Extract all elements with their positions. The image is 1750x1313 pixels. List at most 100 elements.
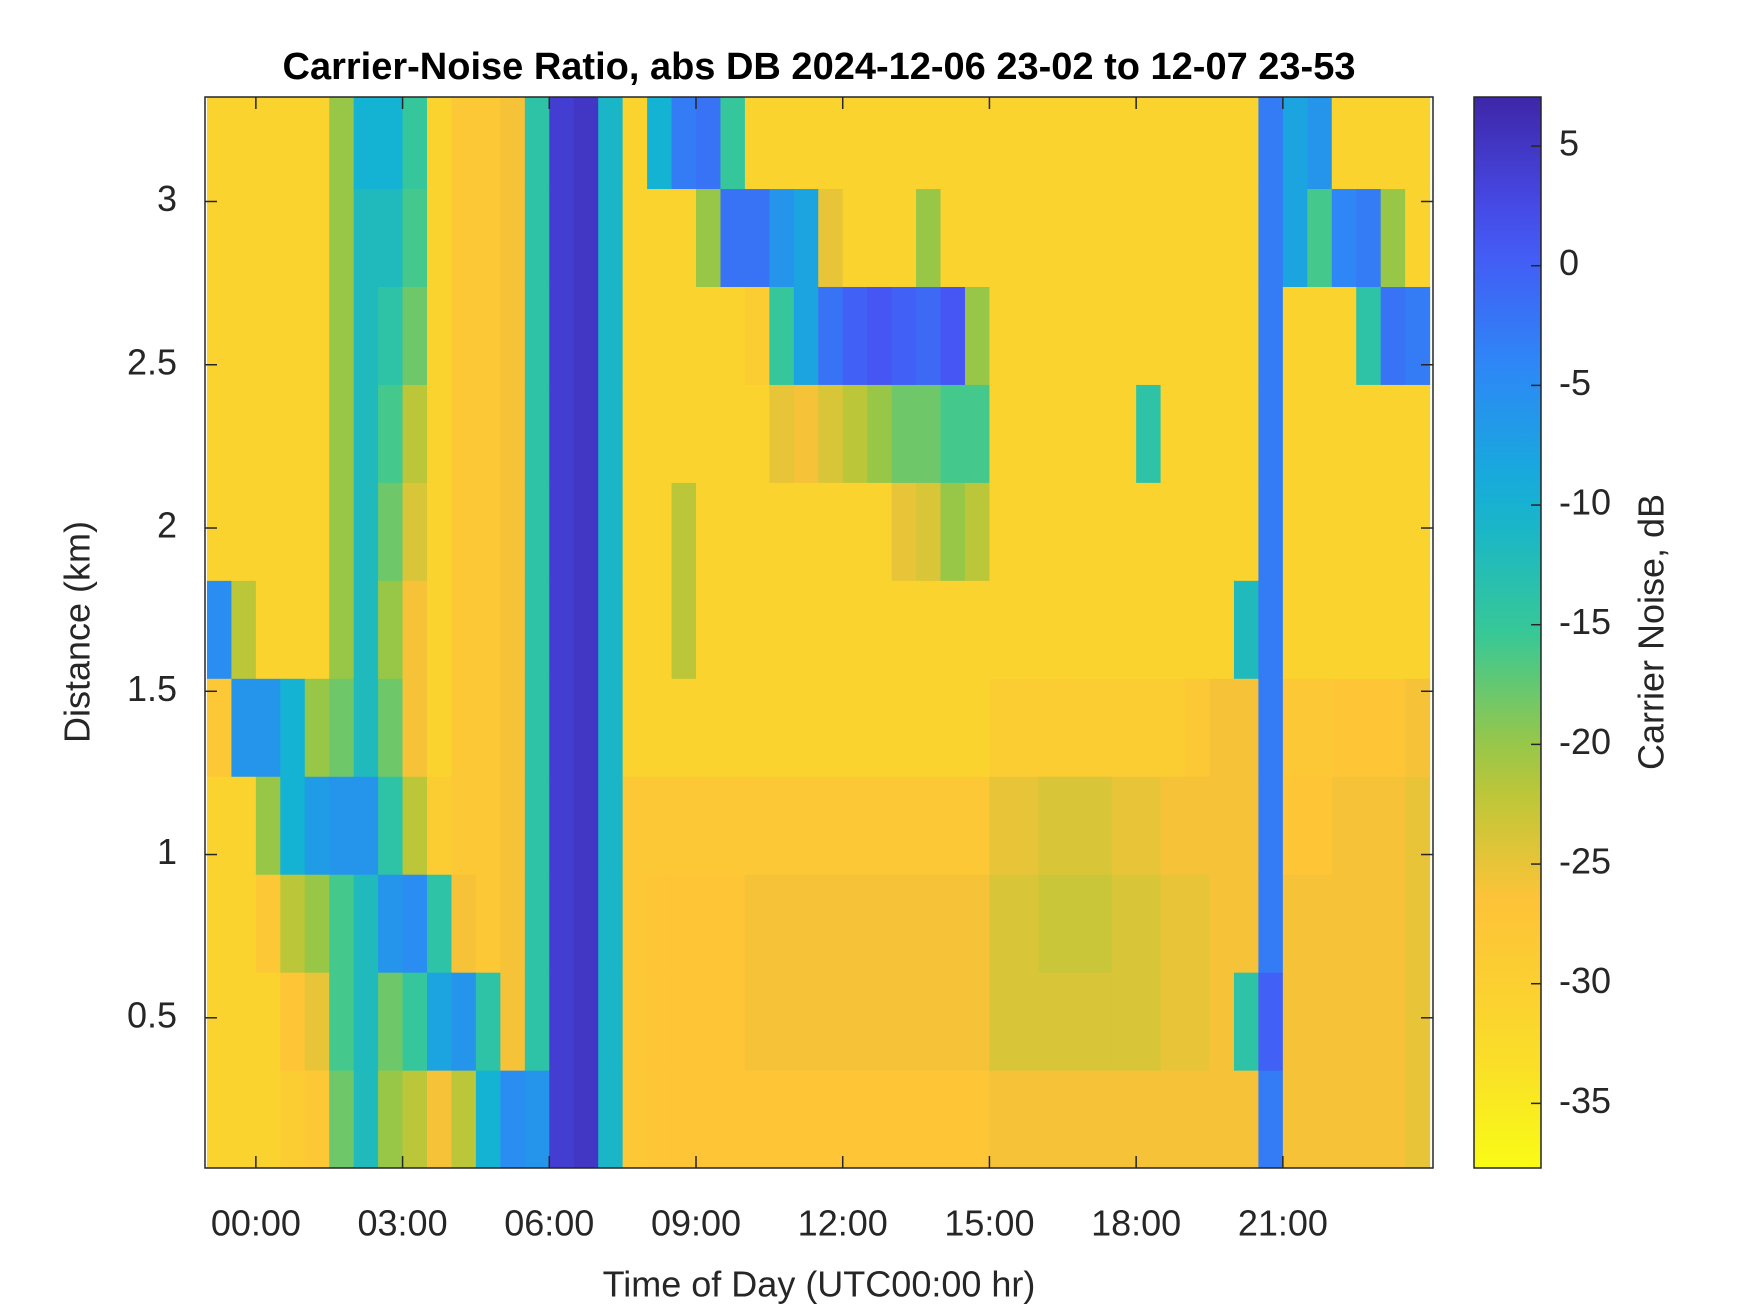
heatmap-cell [1087, 874, 1113, 973]
heatmap-cell [1209, 482, 1235, 581]
heatmap-cell [231, 874, 257, 973]
heatmap-cell [255, 580, 281, 679]
heatmap-cell [867, 678, 893, 777]
heatmap-cell [1038, 384, 1064, 483]
heatmap-cell [1405, 188, 1431, 287]
heatmap-cell [1331, 972, 1357, 1071]
heatmap-cell [304, 678, 330, 777]
heatmap-cell [427, 482, 453, 581]
heatmap-cell [818, 482, 844, 581]
heatmap-cell [1282, 580, 1308, 679]
heatmap-cell [378, 776, 404, 875]
heatmap-cell [720, 972, 746, 1071]
x-tick-label: 12:00 [798, 1203, 888, 1244]
heatmap-cell [1062, 384, 1088, 483]
heatmap-cell [1062, 580, 1088, 679]
heatmap-cell [549, 776, 575, 875]
heatmap-cell [353, 188, 379, 287]
heatmap-cell [304, 97, 330, 190]
heatmap-cell [1233, 482, 1260, 581]
colorbar-tick-label: -15 [1559, 601, 1611, 642]
heatmap-cell [500, 776, 526, 875]
heatmap-cell [647, 776, 673, 875]
heatmap-cell [891, 482, 917, 581]
heatmap-cell [549, 1070, 575, 1168]
heatmap-cell [671, 482, 697, 581]
heatmap-cell [891, 580, 917, 679]
heatmap-cell [940, 580, 966, 679]
heatmap-cell [206, 97, 233, 190]
heatmap-cell [1258, 1070, 1284, 1168]
heatmap-cell [964, 97, 991, 190]
heatmap-cell [671, 776, 697, 875]
heatmap-cell [1356, 678, 1382, 777]
heatmap-cell [1013, 678, 1039, 777]
heatmap-cell [475, 580, 501, 679]
heatmap-cell [1038, 286, 1064, 385]
heatmap-cell [1258, 874, 1284, 973]
heatmap-cell [231, 286, 257, 385]
heatmap-cell [329, 972, 355, 1071]
heatmap-cell [793, 188, 819, 287]
heatmap-cell [329, 188, 355, 287]
heatmap-cell [989, 97, 1015, 190]
heatmap-cell [1013, 97, 1039, 190]
heatmap-cell [1405, 1070, 1431, 1168]
heatmap-cell [451, 97, 477, 190]
heatmap-cell [964, 188, 991, 287]
x-tick-label: 18:00 [1091, 1203, 1181, 1244]
heatmap-cell [475, 97, 501, 190]
heatmap-cell [1233, 580, 1260, 679]
heatmap-cell [1185, 972, 1211, 1071]
heatmap-cell [475, 482, 501, 581]
heatmap-cell [573, 678, 599, 777]
heatmap-cell [304, 776, 330, 875]
heatmap-cell [916, 776, 942, 875]
heatmap-cell [671, 384, 697, 483]
heatmap-cell [793, 286, 819, 385]
heatmap-cell [353, 384, 379, 483]
heatmap-cell [647, 678, 673, 777]
heatmap-cell [231, 97, 257, 190]
heatmap-cell [1087, 482, 1113, 581]
heatmap-cell [1356, 482, 1382, 581]
heatmap-cell [1013, 972, 1039, 1071]
heatmap-cell [622, 188, 648, 287]
heatmap-cell [647, 482, 673, 581]
heatmap-cell [206, 188, 233, 287]
heatmap-cell [549, 482, 575, 581]
heatmap-cell [842, 384, 868, 483]
x-tick-label: 00:00 [211, 1203, 301, 1244]
heatmap-cell [647, 286, 673, 385]
heatmap-cell [1111, 580, 1137, 679]
heatmap-cell [500, 97, 526, 190]
heatmap-cell [622, 678, 648, 777]
heatmap-cell [769, 1070, 795, 1168]
heatmap-cell [622, 97, 648, 190]
heatmap-cell [231, 1070, 257, 1168]
heatmap-cell [647, 874, 673, 973]
heatmap-cell [427, 874, 453, 973]
heatmap-cell [1087, 776, 1113, 875]
heatmap-cell [402, 776, 428, 875]
heatmap-cell [304, 580, 330, 679]
heatmap-cell [1062, 286, 1088, 385]
heatmap-cell [1087, 678, 1113, 777]
heatmap-cell [329, 1070, 355, 1168]
heatmap-cell [280, 874, 306, 973]
heatmap-cell [206, 678, 233, 777]
x-tick-label: 03:00 [358, 1203, 448, 1244]
heatmap-cell [353, 580, 379, 679]
heatmap-cell [696, 384, 722, 483]
heatmap-cell [696, 776, 722, 875]
heatmap-cell [524, 1070, 550, 1168]
heatmap-cell [1160, 972, 1186, 1071]
heatmap-cell [329, 776, 355, 875]
y-tick-label: 0.5 [127, 994, 177, 1035]
heatmap-cell [206, 286, 233, 385]
heatmap-cell [1013, 874, 1039, 973]
heatmap-cell [524, 678, 550, 777]
heatmap-cell [427, 384, 453, 483]
heatmap-cell [1185, 384, 1211, 483]
